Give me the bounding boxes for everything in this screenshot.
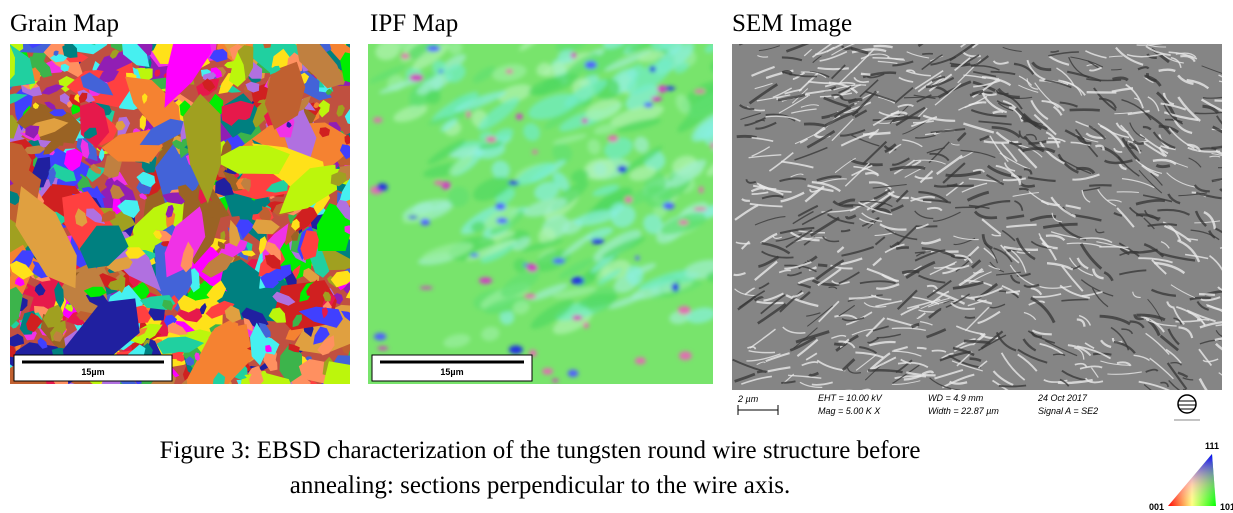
- ipf-spot: [644, 102, 653, 107]
- panel-title: Grain Map: [10, 10, 119, 38]
- sem-feature: [917, 348, 927, 349]
- sem-feature: [1159, 70, 1176, 71]
- ipf-spot: [572, 315, 583, 320]
- ipf-spot: [581, 118, 587, 123]
- ipf-spot: [479, 277, 492, 284]
- sem-feature: [1199, 294, 1215, 295]
- sem-feature: [999, 386, 1026, 387]
- sem-feature: [818, 265, 827, 266]
- ipf-spot: [420, 286, 433, 289]
- sem-image: 2 µm EHT = 10.00 kV Mag = 5.00 K X WD = …: [732, 44, 1222, 426]
- ipf-spot: [694, 89, 705, 93]
- ipf-spot: [585, 61, 597, 69]
- panel-title: IPF Map: [370, 10, 458, 38]
- sem-feature: [984, 141, 1019, 142]
- ipf-spot: [427, 46, 440, 52]
- ipf-spot: [635, 256, 639, 260]
- ipf-spot: [553, 258, 565, 263]
- sem-feature: [922, 54, 933, 55]
- ipf-spot: [552, 379, 559, 383]
- ipf-spot: [373, 117, 382, 123]
- sem-feature: [1156, 165, 1170, 166]
- ipf-spot: [466, 111, 470, 118]
- ipf-spot: [571, 52, 577, 58]
- scale-label: 2 µm: [737, 394, 759, 404]
- ipf-spot: [635, 357, 646, 364]
- ipf-spot: [470, 254, 479, 257]
- ipf-spot: [496, 218, 508, 224]
- ipf-spot: [495, 203, 506, 210]
- legend-label: 001: [1149, 502, 1164, 512]
- info-text: WD = 4.9 mm: [928, 393, 984, 403]
- ipf-spot: [377, 183, 388, 191]
- ipf-spot: [527, 264, 538, 272]
- sem-feature: [896, 248, 909, 249]
- info-text: 24 Oct 2017: [1037, 393, 1088, 403]
- ipf-spot: [524, 294, 536, 299]
- caption-line: Figure 3: EBSD characterization of the t…: [0, 437, 1080, 465]
- ipf-map: 15µm: [368, 44, 713, 384]
- ipf-spot: [694, 207, 707, 211]
- ipf-spot: [617, 166, 627, 173]
- sem-feature: [1099, 247, 1128, 248]
- ipf-spot: [374, 333, 386, 341]
- info-text: EHT = 10.00 kV: [818, 393, 883, 403]
- ipf-spot: [377, 346, 388, 350]
- scale-label: 15µm: [81, 367, 104, 377]
- sem-feature: [965, 317, 975, 318]
- caption-line: annealing: sections perpendicular to the…: [0, 472, 1080, 500]
- ipf-spot: [678, 220, 688, 225]
- ipf-spot: [506, 69, 513, 73]
- ipf-spot: [516, 114, 523, 120]
- ipf-spot: [679, 351, 692, 360]
- sem-feature: [757, 371, 767, 372]
- page: Grain Map IPF Map SEM Image 15µm 15µm 2 …: [0, 0, 1233, 513]
- sem-feature: [1089, 185, 1111, 186]
- ipf-spot: [657, 85, 666, 93]
- ipf-spot: [409, 74, 423, 81]
- panel-title: SEM Image: [732, 10, 852, 38]
- ipf-spot: [532, 150, 538, 154]
- ipf-spot: [509, 345, 523, 354]
- info-text: Signal A = SE2: [1038, 406, 1098, 416]
- ipf-spot: [486, 136, 497, 142]
- scale-label: 15µm: [440, 367, 463, 377]
- ipf-spot: [439, 70, 444, 73]
- legend-label: 101: [1220, 502, 1233, 512]
- ipf-spot: [608, 135, 618, 142]
- ipf-spot: [678, 306, 691, 315]
- ipf-spot: [699, 186, 704, 193]
- info-text: Mag = 5.00 K X: [818, 406, 881, 416]
- sem-feature: [993, 111, 1004, 113]
- ipf-legend: 111 001 101: [1140, 440, 1233, 513]
- ipf-spot: [401, 53, 410, 59]
- ipf-spot: [568, 370, 579, 377]
- ipf-spot: [591, 238, 605, 244]
- sem-feature: [818, 68, 849, 69]
- ipf-spot: [583, 322, 589, 328]
- sem-feature: [902, 271, 919, 272]
- ipf-triangle-overlay: [1168, 454, 1216, 506]
- info-text: Width = 22.87 µm: [928, 406, 999, 416]
- sem-feature: [1070, 110, 1100, 111]
- ipf-spot: [672, 283, 679, 292]
- ipf-spot: [408, 216, 418, 219]
- grain-map: 15µm: [10, 44, 350, 384]
- ipf-spot: [625, 196, 633, 203]
- ipf-spot: [663, 202, 675, 209]
- ipf-spot: [649, 66, 655, 72]
- sem-feature: [1019, 189, 1028, 190]
- ipf-spot: [420, 219, 430, 226]
- ipf-spot: [651, 96, 662, 101]
- sem-feature: [874, 46, 893, 47]
- sem-feature: [861, 74, 871, 75]
- ipf-spot: [434, 181, 444, 185]
- ipf-spot: [542, 368, 553, 374]
- ipf-spot: [571, 277, 584, 285]
- legend-label: 111: [1205, 441, 1219, 451]
- ipf-spot: [508, 181, 519, 186]
- sem-feature: [834, 344, 845, 345]
